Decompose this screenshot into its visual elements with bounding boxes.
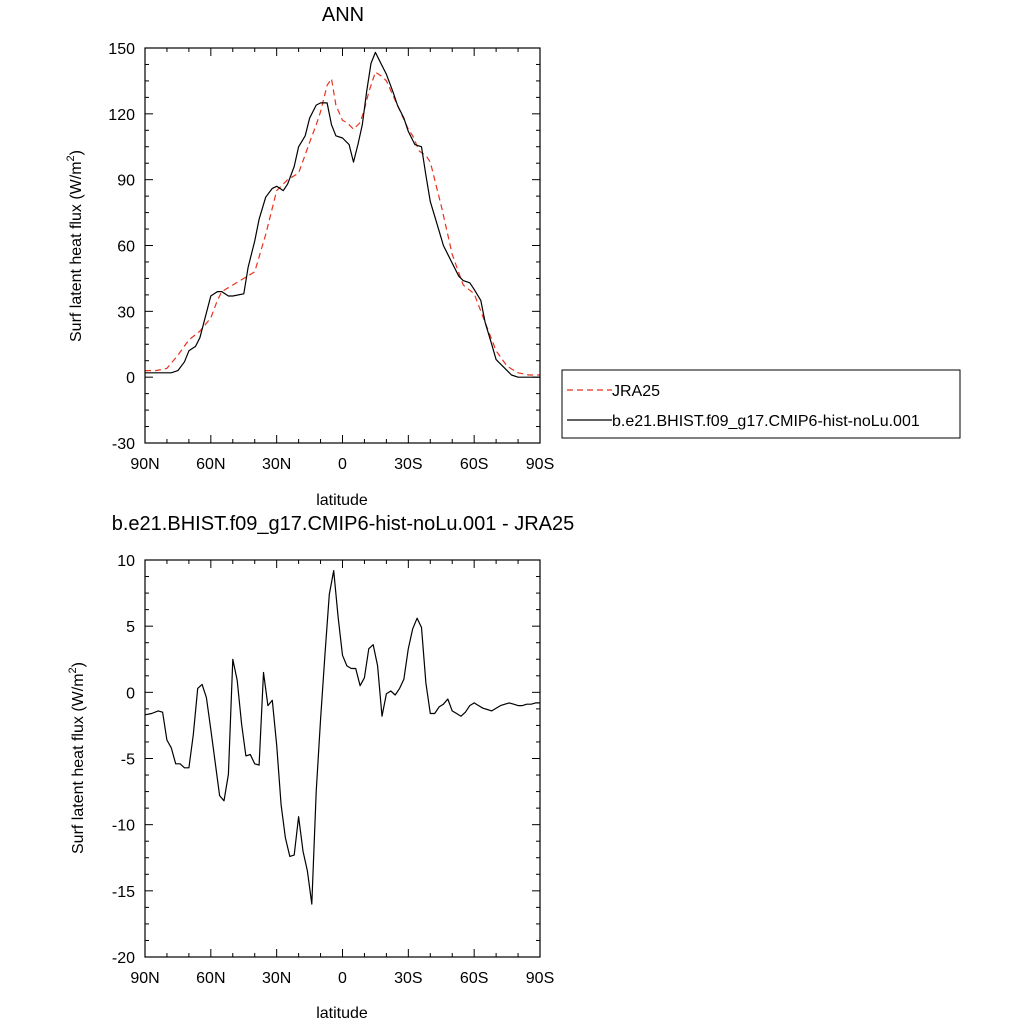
top-x-tick-label: 60N — [196, 456, 225, 473]
bottom-y-axis-label: Surf latent heat flux (W/m2) — [67, 662, 87, 854]
top-x-tick-label: 30N — [262, 456, 291, 473]
legend-label-model: b.e21.BHIST.f09_g17.CMIP6-hist-noLu.001 — [612, 413, 920, 430]
top-x-axis-label: latitude — [316, 492, 368, 509]
top-x-tick-label: 90S — [526, 456, 554, 473]
bottom-y-tick-label: -20 — [112, 950, 135, 967]
bottom-y-axis-label-sup: 2 — [67, 667, 79, 673]
top-chart: ANN -30 0 30 60 90 120 150 90N 60N 30N 0 30S 60S 90S… — [65, 4, 961, 509]
top-x-axis: 90N 60N 30N 0 30S 60S 90S — [130, 48, 554, 473]
bottom-y-axis: -20 -15 -10 -5 0 5 10 — [112, 553, 540, 967]
top-plot-frame — [144, 47, 541, 444]
top-y-axis-label-main: Surf latent heat flux (W/m — [68, 161, 85, 342]
top-y-tick-label: 90 — [117, 173, 135, 190]
top-y-tick-label: -30 — [112, 436, 135, 453]
bottom-y-tick-label: 0 — [126, 685, 135, 702]
top-x-tick-label: 60S — [460, 456, 488, 473]
top-x-tick-label: 0 — [338, 456, 347, 473]
top-y-tick-label: 30 — [117, 304, 135, 321]
bottom-y-tick-label: -5 — [121, 752, 135, 769]
top-series-line-0 — [145, 71, 540, 376]
top-y-axis-label-sup: 2 — [65, 155, 77, 161]
top-y-tick-label: 120 — [108, 107, 135, 124]
bottom-y-axis-label-close: ) — [70, 662, 87, 667]
bottom-x-tick-label: 30N — [262, 970, 291, 987]
top-x-tick-label: 90N — [130, 456, 159, 473]
top-y-axis-label-close: ) — [68, 150, 85, 155]
bottom-x-tick-label: 60N — [196, 970, 225, 987]
bottom-x-tick-label: 30S — [394, 970, 422, 987]
legend-box — [561, 369, 961, 439]
top-series-line-1 — [145, 51, 540, 378]
top-x-tick-label: 30S — [394, 456, 422, 473]
top-plot-area — [145, 51, 540, 378]
bottom-y-tick-label: -10 — [112, 818, 135, 835]
bottom-plot-frame — [144, 559, 541, 958]
bottom-x-tick-label: 60S — [460, 970, 488, 987]
top-chart-title: ANN — [322, 4, 364, 26]
bottom-series-line-0 — [144, 569, 540, 905]
bottom-chart-title: b.e21.BHIST.f09_g17.CMIP6-hist-noLu.001 … — [112, 513, 574, 535]
top-y-tick-label: 150 — [108, 41, 135, 58]
bottom-x-axis: 90N 60N 30N 0 30S 60S 90S — [130, 560, 554, 987]
bottom-y-tick-label: 5 — [126, 619, 135, 636]
bottom-plot-area — [144, 569, 540, 905]
bottom-y-axis-label-main: Surf latent heat flux (W/m — [70, 673, 87, 854]
bottom-x-axis-label: latitude — [316, 1005, 368, 1022]
bottom-y-tick-label: -15 — [112, 884, 135, 901]
bottom-x-tick-label: 90S — [526, 970, 554, 987]
bottom-x-tick-label: 0 — [338, 970, 347, 987]
legend: JRA25 b.e21.BHIST.f09_g17.CMIP6-hist-noL… — [561, 369, 961, 439]
bottom-y-tick-label: 10 — [117, 553, 135, 570]
bottom-x-tick-label: 90N — [130, 970, 159, 987]
top-y-tick-label: 60 — [117, 239, 135, 256]
top-y-axis-label: Surf latent heat flux (W/m2) — [65, 150, 85, 342]
bottom-chart: b.e21.BHIST.f09_g17.CMIP6-hist-noLu.001 … — [67, 513, 574, 1022]
top-y-tick-label: 0 — [126, 370, 135, 387]
legend-label-jra25: JRA25 — [612, 383, 660, 400]
